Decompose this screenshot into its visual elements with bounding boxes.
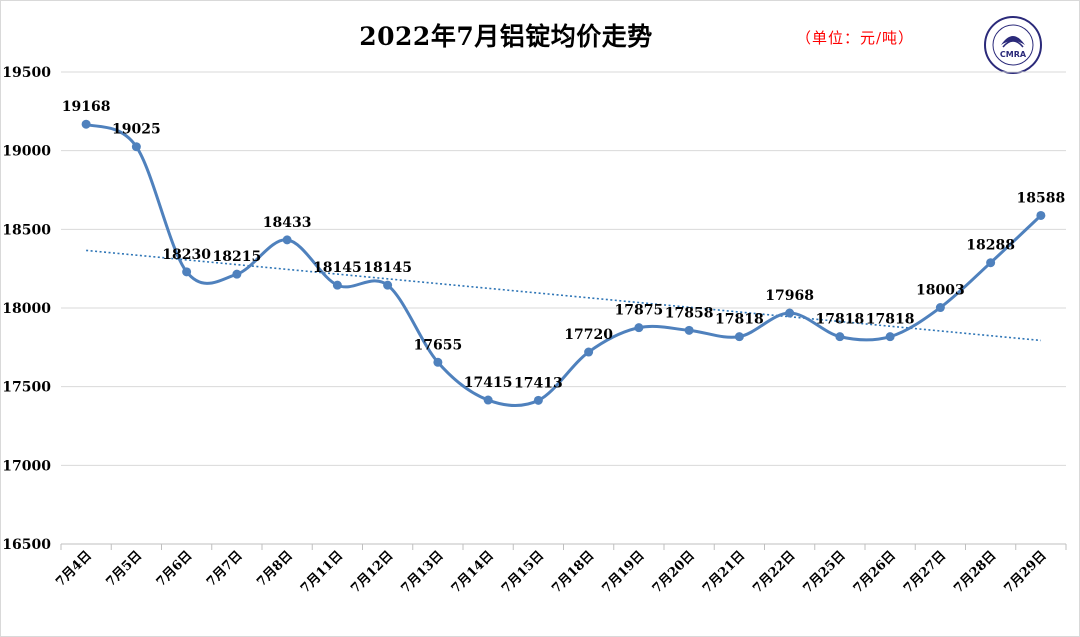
data-label: 18230 [162, 247, 211, 263]
data-label: 18003 [916, 283, 965, 299]
chart-title: 2022年7月铝锭均价走势 [359, 22, 653, 51]
data-point [835, 332, 845, 342]
data-label: 19025 [112, 122, 161, 138]
x-tick-label: 7月26日 [851, 548, 899, 596]
data-label: 18433 [263, 215, 312, 231]
data-label: 17720 [564, 327, 613, 343]
data-point [785, 308, 795, 318]
data-point [131, 142, 141, 152]
data-point [734, 332, 744, 342]
x-tick-label: 7月18日 [549, 548, 597, 596]
data-label: 17875 [615, 303, 664, 319]
data-label: 17818 [816, 312, 865, 328]
y-tick-label: 19000 [2, 144, 51, 160]
gridlines [61, 71, 1066, 545]
data-label: 17413 [514, 375, 563, 391]
data-point [533, 395, 543, 405]
y-tick-label: 16500 [2, 537, 51, 553]
y-tick-label: 19500 [2, 65, 51, 81]
x-tick-label: 7月28日 [951, 548, 999, 596]
data-label: 19168 [62, 99, 111, 115]
x-tick-label: 7月5日 [103, 548, 145, 590]
x-tick-label: 7月29日 [1002, 548, 1050, 596]
data-point [483, 395, 493, 405]
x-tick-label: 7月8日 [254, 548, 296, 590]
data-label: 18215 [213, 249, 262, 265]
data-point [935, 303, 945, 313]
data-label: 18288 [966, 238, 1015, 254]
y-tick-label: 18500 [2, 222, 51, 238]
logo-text: CMRA [1000, 50, 1027, 59]
data-point [383, 280, 393, 290]
data-point [182, 267, 192, 277]
data-point [684, 325, 694, 335]
x-tick-label: 7月15日 [499, 548, 547, 596]
y-tick-label: 18000 [2, 301, 51, 317]
x-tick-label: 7月4日 [53, 548, 95, 590]
data-point [634, 323, 644, 333]
x-tick-label: 7月20日 [650, 548, 698, 596]
unit-note: （单位：元/吨） [796, 29, 915, 47]
data-point [81, 119, 91, 129]
x-tick-label: 7月11日 [298, 548, 346, 596]
data-label: 17968 [765, 288, 814, 304]
x-tick-label: 7月21日 [700, 548, 748, 596]
data-label: 17415 [464, 375, 513, 391]
data-point [986, 258, 996, 268]
x-tick-label: 7月6日 [154, 548, 196, 590]
data-label: 18145 [313, 260, 362, 276]
data-point [282, 235, 292, 245]
data-label: 17818 [866, 312, 915, 328]
cmra-logo-icon: CMRA [984, 16, 1042, 74]
data-point [885, 332, 895, 342]
data-point [332, 280, 342, 290]
x-tick-label: 7月14日 [449, 548, 497, 596]
x-tick-label: 7月27日 [901, 548, 949, 596]
data-label: 17655 [414, 337, 463, 353]
x-tick-label: 7月25日 [801, 548, 849, 596]
x-tick-label: 7月19日 [600, 548, 648, 596]
data-label: 17858 [665, 305, 714, 321]
data-point [1036, 210, 1046, 220]
data-point [433, 357, 443, 367]
price-series [81, 119, 1046, 408]
y-tick-label: 17500 [2, 380, 51, 396]
x-tick-label: 7月7日 [204, 548, 246, 590]
y-tick-label: 17000 [2, 458, 51, 474]
data-label: 18588 [1017, 190, 1066, 206]
x-tick-label: 7月22日 [750, 548, 798, 596]
x-tick-label: 7月13日 [399, 548, 447, 596]
data-point [584, 347, 594, 357]
data-point [232, 269, 242, 279]
data-label: 18145 [363, 260, 412, 276]
data-label: 17818 [715, 312, 764, 328]
x-tick-label: 7月12日 [348, 548, 396, 596]
